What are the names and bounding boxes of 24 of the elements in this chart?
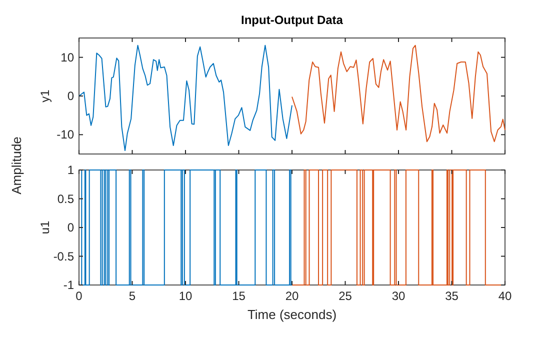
y-tick-label: -10 [56, 128, 74, 142]
y-tick-label: 1 [67, 163, 74, 177]
y-tick-label: -1 [63, 278, 74, 292]
x-tick-label: 35 [445, 289, 459, 303]
x-tick-label: 20 [285, 289, 299, 303]
x-tick-label: 25 [338, 289, 352, 303]
x-tick-label: 5 [128, 289, 136, 303]
line-series [78, 44, 292, 152]
x-tick-label: 40 [498, 289, 512, 303]
x-tick-label: 15 [232, 289, 246, 303]
chart-title: Input-Output Data [241, 13, 344, 27]
text: Amplitude [9, 136, 24, 194]
line-series [292, 44, 506, 142]
x-tick-label: 30 [392, 289, 406, 303]
y-tick-label: 0 [67, 89, 74, 103]
y-tick-label: 10 [60, 50, 74, 64]
y-tick-label: 0 [67, 220, 74, 234]
x-tick-label: 10 [178, 289, 192, 303]
y-axis-title: u1 [38, 220, 52, 234]
y-tick-label: 0.5 [57, 192, 74, 206]
y-axis-title: y1 [38, 89, 52, 102]
x-axis-title: Time (seconds) [247, 307, 337, 322]
x-tick-label: 0 [76, 289, 83, 303]
y-tick-label: -0.5 [53, 249, 74, 264]
